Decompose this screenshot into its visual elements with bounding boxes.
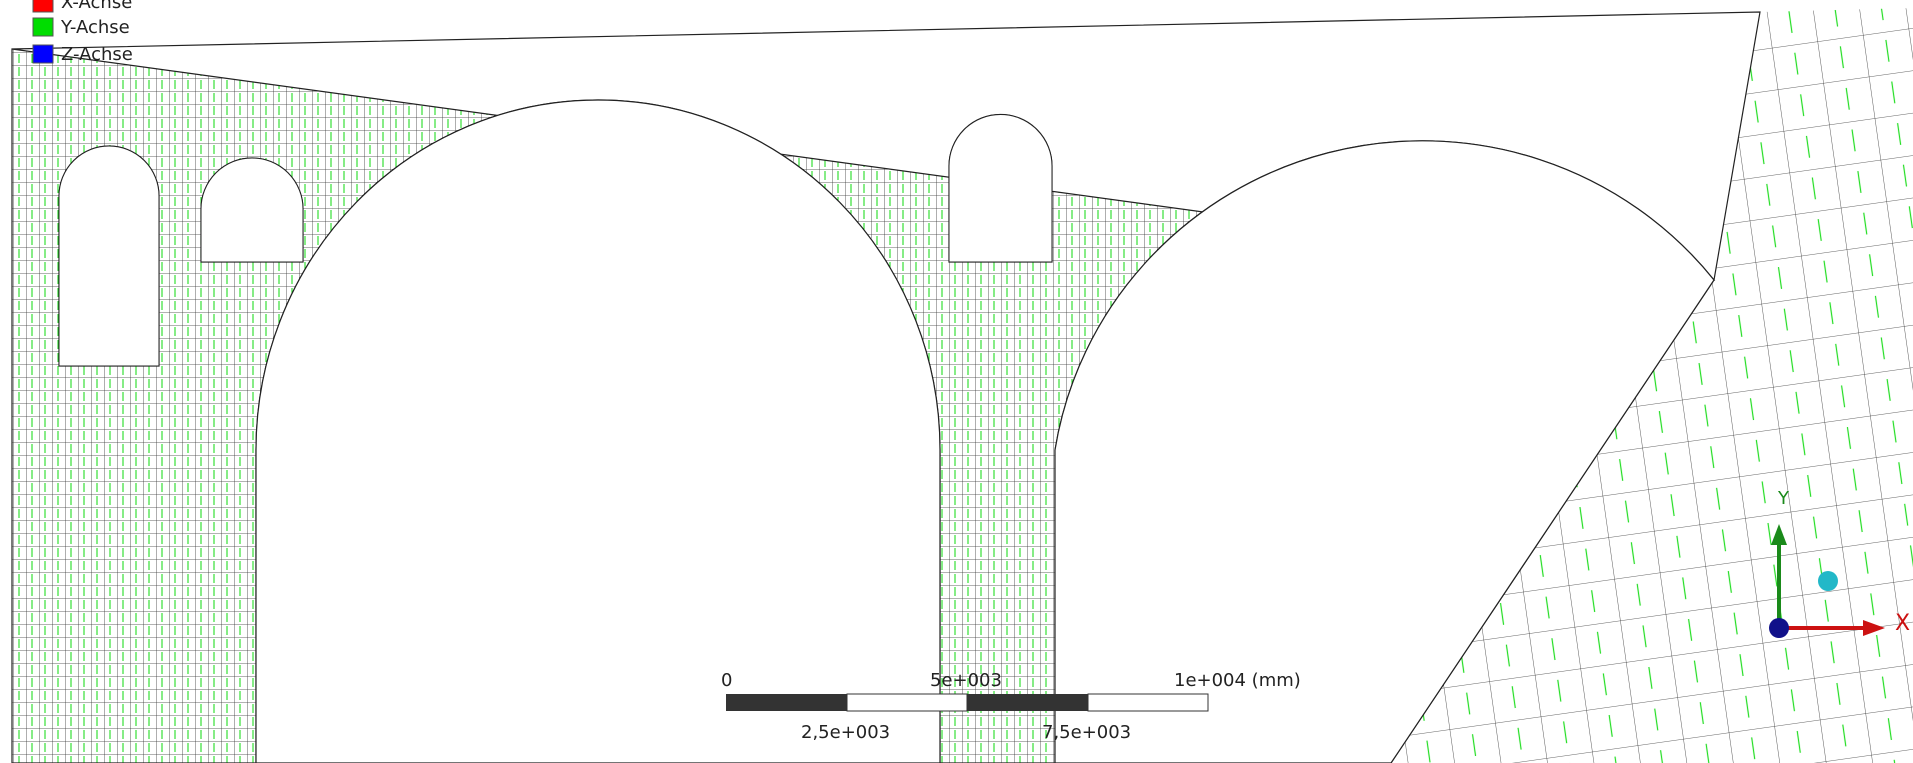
legend-label: Z-Achse [61, 44, 133, 65]
legend-swatch [33, 18, 53, 36]
scale-label: 0 [721, 670, 732, 691]
scale-label: 5e+003 [930, 670, 1002, 691]
legend-label: X-Achse [61, 0, 132, 13]
scale-segment [726, 694, 847, 711]
viewport: X-Achse Y-Achse Z-Achse 0 5e+003 1e+004 … [0, 0, 1913, 763]
legend: X-Achse Y-Achse Z-Achse [33, 0, 133, 65]
window-opening [201, 158, 303, 262]
legend-label: Y-Achse [60, 17, 130, 38]
legend-swatch [33, 45, 53, 63]
scale-segment [847, 694, 967, 711]
page: X-Achse Y-Achse Z-Achse 0 5e+003 1e+004 … [0, 0, 1913, 763]
triad-label: X [1895, 611, 1910, 636]
scale-label: 2,5e+003 [801, 722, 890, 743]
legend-swatch [33, 0, 53, 12]
arch-opening [256, 100, 940, 763]
scale-segment [967, 694, 1088, 711]
triad-origin [1769, 618, 1789, 638]
triad-label: Y [1777, 488, 1790, 509]
scale-segment [1088, 694, 1208, 711]
scale-label: 1e+004 (mm) [1174, 670, 1301, 691]
window-opening [949, 115, 1052, 263]
triad-iso-ball [1818, 571, 1838, 591]
window-opening [59, 146, 159, 366]
scale-label: 7,5e+003 [1042, 722, 1131, 743]
